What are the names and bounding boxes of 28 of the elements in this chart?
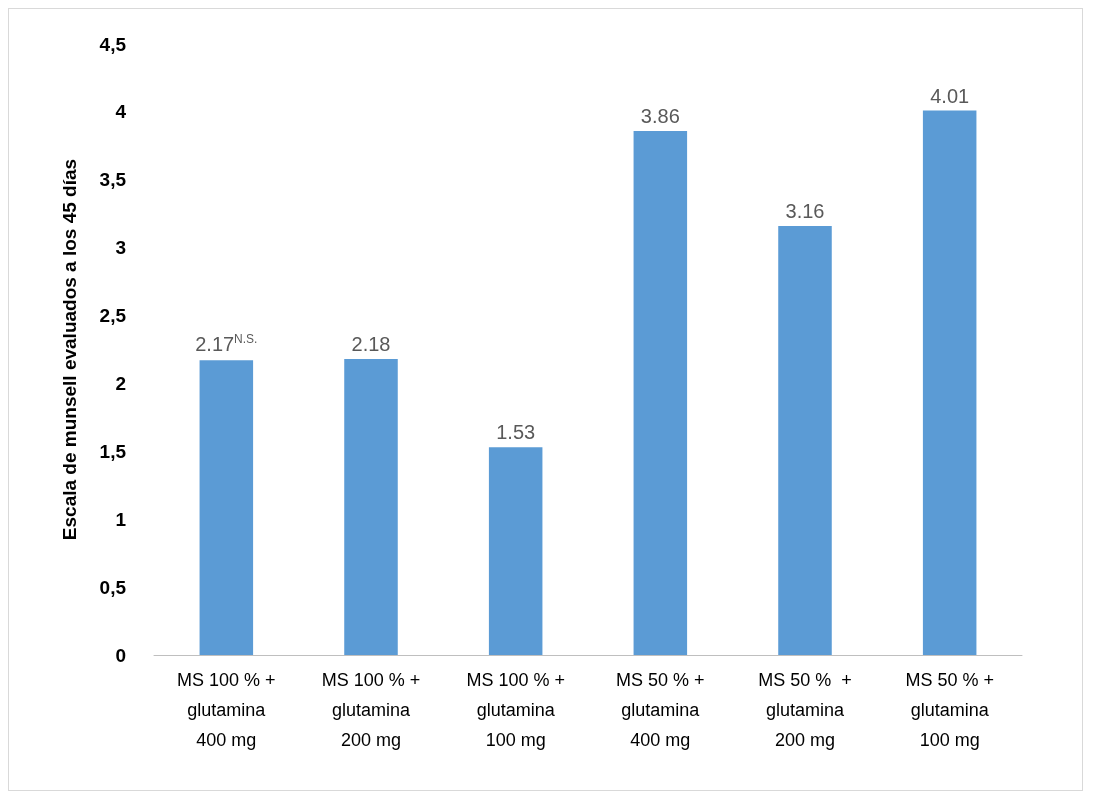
x-tick-label: MS 50 % + glutamina 400 mg [616,670,705,750]
y-tick-label: 3 [115,237,126,259]
y-tick-label: 2,5 [99,305,127,327]
y-tick-label: 0,5 [99,576,127,598]
bar [778,225,832,655]
x-tick-label: MS 100 % + glutamina 200 mg [321,670,421,750]
y-axis-title: Escala de munsell evaluados a los 45 días [59,158,80,541]
y-tick-label: 4 [115,101,127,123]
y-tick-label: 3,5 [99,169,127,191]
x-tick-label: MS 50 % + glutamina 100 mg [905,670,994,750]
bar [922,110,977,655]
y-tick-label: 0 [115,644,126,666]
y-tick-label: 1,5 [99,440,127,462]
data-label: 4.01 [930,84,970,107]
bar [199,360,254,655]
data-label: 3.16 [785,199,825,222]
y-tick-label: 1 [115,508,127,530]
bar [488,447,543,655]
y-tick-label: 4,5 [99,33,127,55]
bar [344,359,398,655]
data-label: 1.53 [496,421,536,444]
data-label: 3.86 [640,104,680,127]
bar [633,130,688,655]
data-label: 2.18 [351,333,391,355]
x-tick-label: MS 50 % + glutamina 200 mg [758,670,852,750]
y-tick-label: 2 [115,372,126,394]
x-tick-label: MS 100 % + glutamina 100 mg [466,670,565,750]
x-tick-label: MS 100 % + glutamina 400 mg [177,670,276,750]
